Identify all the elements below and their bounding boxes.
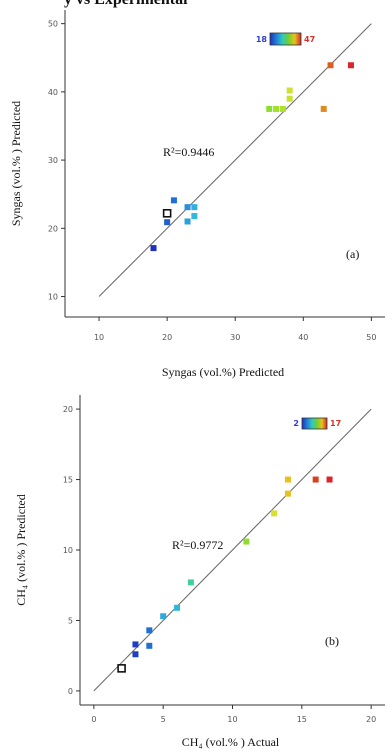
data-point — [164, 219, 171, 226]
colorbar-max-label: 17 — [330, 419, 341, 428]
data-point — [132, 651, 139, 658]
y-tick-label: 10 — [48, 293, 58, 302]
data-point — [184, 218, 191, 225]
panel-label: (b) — [325, 634, 339, 648]
data-point — [191, 213, 198, 220]
r2-annotation: R²=0.9446 — [163, 145, 214, 159]
data-point — [191, 204, 198, 211]
y-tick-label: 15 — [63, 476, 73, 485]
x-tick-label: 15 — [297, 715, 307, 724]
x-tick-label: 30 — [230, 333, 240, 342]
data-point — [273, 105, 280, 112]
y-axis-label: Syngas (vol.% ) Predicted — [9, 101, 23, 226]
y-tick-label: 50 — [48, 20, 58, 29]
colorbar-min-label: 2 — [293, 419, 299, 428]
data-point — [243, 538, 250, 545]
y-tick-label: 20 — [48, 224, 58, 233]
panel-b: 0 5 10 15 20 0 5 10 15 20 CH₄ (vol.% ) Actual CH₄ (… — [14, 395, 385, 749]
data-point — [170, 197, 177, 204]
y-tick-label: 40 — [48, 88, 58, 97]
fit-line — [93, 408, 372, 692]
data-point — [184, 204, 191, 211]
panel-a: 10 20 30 40 50 10 20 30 40 50 Syngas (vol.%) Predi… — [9, 10, 385, 379]
data-point — [284, 476, 291, 483]
y-tick-label: 5 — [68, 616, 73, 625]
x-tick-label: 10 — [227, 715, 237, 724]
data-point — [266, 105, 273, 112]
header-fragment: y vs Experimental — [64, 0, 188, 9]
x-tick-label: 5 — [161, 715, 166, 724]
data-point — [162, 209, 172, 218]
y-tick-label: 10 — [63, 546, 73, 555]
data-point — [286, 95, 293, 102]
y-tick-label: 20 — [63, 405, 73, 414]
x-tick-label: 20 — [366, 715, 376, 724]
x-axis-label: CH₄ (vol.% ) Actual — [182, 735, 280, 749]
data-point — [284, 490, 291, 497]
y-tick-label: 30 — [48, 156, 58, 165]
data-point — [160, 613, 167, 620]
fit-line — [98, 23, 372, 297]
data-point — [146, 642, 153, 649]
data-point — [347, 62, 354, 69]
colorbar — [269, 32, 302, 46]
data-point — [271, 510, 278, 517]
x-tick-label: 20 — [162, 333, 172, 342]
colorbar — [301, 417, 328, 430]
data-point — [117, 664, 126, 673]
r2-annotation: R²=0.9772 — [172, 538, 223, 552]
colorbar-min-label: 18 — [256, 35, 268, 44]
data-point — [146, 627, 153, 634]
data-point — [320, 105, 327, 112]
data-point — [312, 476, 319, 483]
panel-label: (a) — [346, 247, 359, 261]
x-axis-label: Syngas (vol.%) Predicted — [162, 365, 284, 379]
data-point — [187, 579, 194, 586]
data-point — [150, 245, 157, 252]
data-point — [174, 604, 181, 611]
data-point — [327, 62, 334, 69]
x-tick-label: 50 — [366, 333, 376, 342]
data-point — [326, 476, 333, 483]
x-tick-label: 40 — [298, 333, 308, 342]
x-tick-label: 0 — [91, 715, 96, 724]
data-point — [279, 105, 286, 112]
data-point — [132, 641, 139, 648]
y-tick-label: 0 — [68, 687, 73, 696]
colorbar-max-label: 47 — [304, 35, 315, 44]
y-axis-label: CH₄ (vol.% ) Predicted — [14, 494, 28, 606]
x-tick-label: 10 — [94, 333, 104, 342]
data-point — [286, 87, 293, 94]
